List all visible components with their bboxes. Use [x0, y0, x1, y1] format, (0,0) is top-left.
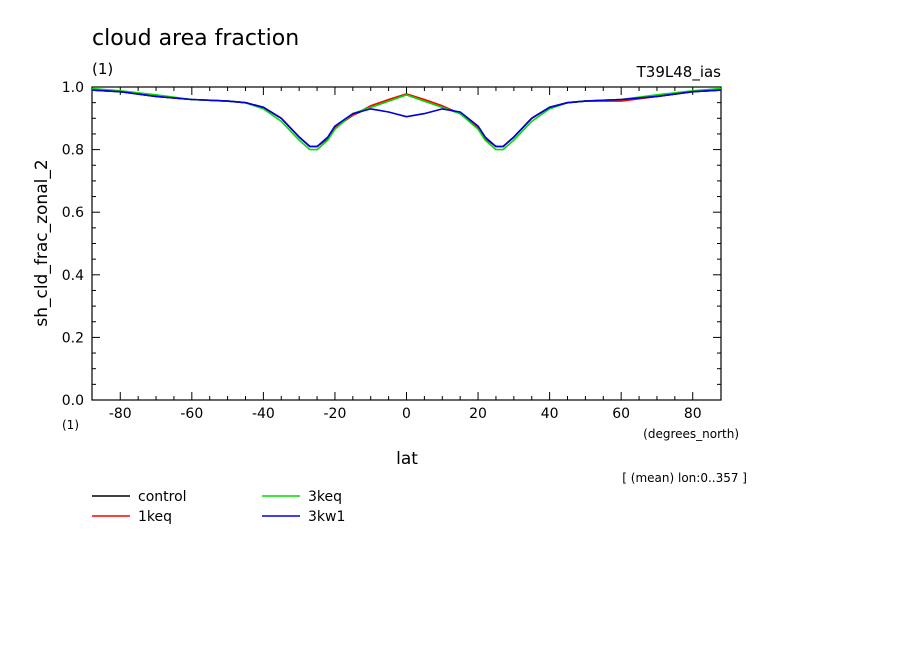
plot-frame — [91, 86, 722, 401]
y-tick-label: 0.0 — [62, 393, 84, 409]
x-tick-label: 80 — [684, 406, 702, 422]
chart-title: cloud area fraction — [92, 26, 299, 51]
legend: control 1keq 3keq 3kw1 — [92, 489, 345, 525]
series-lines — [91, 87, 722, 151]
title-units: (1) — [92, 60, 113, 78]
legend-label-control: control — [138, 489, 187, 505]
legend-label-3kw1: 3kw1 — [308, 509, 345, 525]
legend-label-3keq: 3keq — [308, 489, 342, 505]
y-tick-labels: 0.0 0.2 0.4 0.6 0.8 1.0 — [62, 80, 84, 409]
y-tick-label: 0.8 — [62, 143, 84, 159]
x-units-left: (1) — [62, 418, 79, 432]
y-tick-label: 1.0 — [62, 80, 84, 96]
x-tick-label: 40 — [541, 406, 559, 422]
x-tick-label: -40 — [252, 406, 275, 422]
y-axis-label: sh_cld_frac_zonal_2 — [32, 159, 52, 326]
x-tick-label: 0 — [402, 406, 411, 422]
x-units-right: (degrees_north) — [643, 427, 739, 441]
series-line-3kw1 — [91, 89, 722, 148]
mean-note: [ (mean) lon:0..357 ] — [622, 471, 747, 485]
x-tick-label: 60 — [612, 406, 630, 422]
axis-ticks — [92, 86, 721, 401]
series-line-3keq — [91, 87, 722, 151]
x-tick-label: -60 — [180, 406, 203, 422]
x-tick-labels: -80 -60 -40 -20 0 20 40 60 80 — [109, 406, 702, 422]
x-tick-label: -20 — [324, 406, 347, 422]
legend-label-1keq: 1keq — [138, 509, 172, 525]
y-tick-label: 0.4 — [62, 268, 84, 284]
x-tick-label: -80 — [109, 406, 132, 422]
experiment-label: T39L48_ias — [636, 63, 722, 82]
y-tick-label: 0.6 — [62, 205, 84, 221]
y-tick-label: 0.2 — [62, 330, 84, 346]
x-axis-label: lat — [396, 449, 418, 469]
x-tick-label: 20 — [469, 406, 487, 422]
